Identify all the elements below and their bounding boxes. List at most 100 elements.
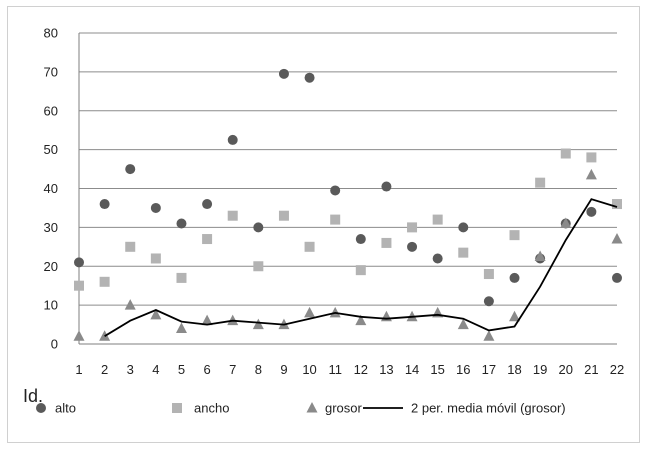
x-tick-label: 19 <box>533 362 547 377</box>
y-tick-label: 60 <box>44 103 58 118</box>
alto-point <box>74 257 84 268</box>
x-tick-label: 3 <box>127 362 134 377</box>
ancho-point <box>612 199 622 210</box>
x-tick-label: 6 <box>203 362 210 377</box>
y-tick-label: 40 <box>44 181 58 196</box>
alto-point <box>355 234 366 245</box>
ancho-point <box>176 272 187 283</box>
grosor-point <box>73 330 85 341</box>
grosor-point <box>150 308 162 320</box>
legend-label: ancho <box>194 401 229 416</box>
alto-point <box>278 68 289 79</box>
x-tick-label: 11 <box>328 362 342 377</box>
alto-point <box>227 134 238 145</box>
x-tick-label: 13 <box>379 362 393 377</box>
legend-ancho-swatch <box>172 403 182 413</box>
x-tick-label: 5 <box>178 362 185 377</box>
x-tick-label: 15 <box>430 362 444 377</box>
alto-point <box>586 206 597 217</box>
ancho-point <box>355 265 366 276</box>
x-tick-label: 22 <box>610 362 624 377</box>
y-tick-label: 50 <box>44 142 58 157</box>
x-tick-label: 16 <box>456 362 470 377</box>
grosor-point <box>201 314 213 326</box>
chart-frame <box>7 6 640 443</box>
alto-point <box>407 241 418 252</box>
grosor-point <box>124 299 136 310</box>
ancho-point <box>432 214 443 225</box>
grosor-point <box>483 330 495 341</box>
grosor-point <box>380 310 392 322</box>
x-tick-label: 21 <box>584 362 598 377</box>
grosor-point <box>509 310 521 322</box>
y-tick-label: 80 <box>44 26 58 41</box>
grosor-point <box>355 314 367 326</box>
alto-point <box>99 199 110 210</box>
legend-alto-swatch <box>36 403 46 413</box>
ancho-point <box>330 214 341 225</box>
ancho-point <box>407 222 418 233</box>
ancho-point <box>586 152 597 163</box>
x-tick-label: 8 <box>255 362 262 377</box>
ancho-point <box>304 241 315 252</box>
x-tick-label: 4 <box>152 362 159 377</box>
grosor-point <box>304 306 316 318</box>
legend-grosor-swatch <box>306 402 318 413</box>
x-tick-label: 14 <box>405 362 419 377</box>
alto-point <box>150 202 161 213</box>
ancho-point <box>560 148 571 159</box>
alto-point <box>509 272 520 283</box>
alto-point <box>125 164 136 175</box>
alto-point <box>202 199 213 210</box>
y-tick-label: 10 <box>44 298 58 313</box>
moving-average-line <box>104 198 618 337</box>
legend-label: alto <box>55 401 76 416</box>
ancho-point <box>125 241 136 252</box>
y-tick-label: 70 <box>44 64 58 79</box>
alto-point <box>458 222 469 233</box>
y-tick-label: 0 <box>51 337 58 352</box>
alto-point <box>483 296 494 307</box>
ancho-point <box>535 177 546 188</box>
ancho-point <box>509 230 520 241</box>
x-tick-label: 2 <box>101 362 108 377</box>
x-tick-label: 1 <box>75 362 82 377</box>
x-tick-label: 10 <box>302 362 316 377</box>
grosor-point <box>457 318 469 330</box>
grosor-point <box>585 168 597 180</box>
ancho-point <box>483 269 494 280</box>
alto-point <box>432 253 443 264</box>
x-tick-label: 20 <box>559 362 573 377</box>
alto-point <box>304 72 315 83</box>
legend-label: grosor <box>325 401 363 416</box>
x-tick-label: 7 <box>229 362 236 377</box>
x-tick-label: 17 <box>482 362 496 377</box>
alto-point <box>381 181 392 192</box>
y-tick-label: 20 <box>44 259 58 274</box>
alto-point <box>176 218 187 229</box>
ancho-point <box>227 210 238 221</box>
y-tick-label: 30 <box>44 220 58 235</box>
ancho-point <box>74 280 84 291</box>
grosor-point <box>560 217 572 228</box>
grosor-point <box>252 318 264 330</box>
ancho-point <box>278 210 289 221</box>
legend-label: 2 per. media móvil (grosor) <box>411 401 566 416</box>
x-tick-label: 9 <box>280 362 287 377</box>
grosor-point <box>175 322 187 333</box>
x-tick-label: 18 <box>507 362 521 377</box>
ancho-point <box>202 234 213 245</box>
grosor-point <box>534 250 546 262</box>
ancho-point <box>150 253 161 264</box>
ancho-point <box>99 276 110 287</box>
ancho-point <box>253 261 264 272</box>
x-axis-label: Id. <box>23 386 43 406</box>
grosor-point <box>611 233 623 244</box>
alto-point <box>253 222 264 233</box>
x-tick-label: 12 <box>354 362 368 377</box>
ancho-point <box>381 237 392 248</box>
alto-point <box>330 185 341 196</box>
alto-point <box>612 272 622 283</box>
ancho-point <box>458 247 469 258</box>
